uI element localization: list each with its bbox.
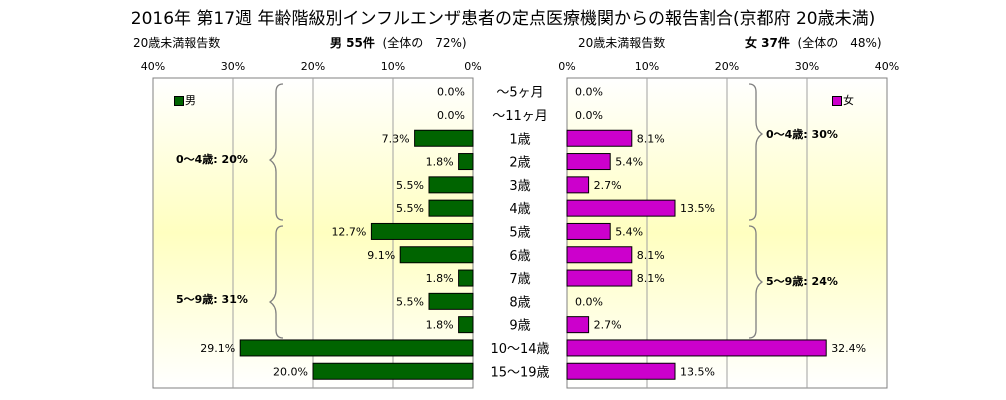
female-group-5-9: 5～9歳: 24% [766,275,838,288]
male-bar [428,292,474,310]
female-value-label: 0.0% [575,109,603,122]
male-header: 男 55件 (全体の 72%) [330,34,467,51]
age-category-label: 1歳 [509,132,530,147]
female-value-label: 5.4% [615,156,643,169]
female-legend-swatch [832,96,842,106]
male-legend-swatch [174,96,184,106]
male-value-label: 20.0% [273,365,308,378]
female-value-label: 2.7% [594,319,622,332]
female-bar [566,246,633,264]
male-bar [428,176,474,194]
male-value-label: 1.8% [426,319,454,332]
age-category-label: 2歳 [509,156,530,171]
male-value-label: 5.5% [396,202,424,215]
female-bar [566,362,676,380]
male-value-label: 29.1% [200,342,235,355]
female-tick-20: 20% [714,60,740,73]
female-tick-40: 40% [874,60,900,73]
male-tick-20: 20% [300,60,326,73]
male-value-label: 9.1% [367,249,395,262]
male-bar [458,316,474,334]
category-labels: ～5ヶ月 ～11ヶ月 1歳 2歳 3歳 4歳 5歳 6歳 7歳 8歳 9歳 10～14歳 15～19歳 [490,86,549,381]
age-category-label: 5歳 [509,225,530,240]
female-count-label: 20歳未満報告数 [578,36,666,50]
female-value-label: 32.4% [831,342,866,355]
male-header-name: 男 55件 [330,36,375,50]
male-value-label: 1.8% [426,272,454,285]
male-bar [370,222,474,240]
male-bar [414,129,474,147]
female-bar [566,316,590,334]
female-brace-5-9 [748,225,764,339]
female-group-0-4: 0～4歳: 30% [766,128,838,141]
female-legend-label: 女 [843,94,854,107]
age-category-label: 6歳 [509,249,530,264]
female-legend: 女 [832,92,854,108]
male-brace-0-4 [268,83,284,221]
male-bar [312,362,474,380]
value-labels: 0.0% 0.0% 0.0% 0.0% 7.3% 8.1% 1.8% 5.4% 5.5% 2.7%… [200,86,866,379]
female-value-label: 13.5% [680,202,715,215]
male-count-label: 20歳未満報告数 [133,36,221,50]
male-value-label: 5.5% [396,179,424,192]
male-bar [458,153,474,171]
male-group-5-9: 5～9歳: 31% [176,293,248,306]
female-value-label: 2.7% [594,179,622,192]
female-value-label: 0.0% [575,295,603,308]
male-brace-5-9 [268,225,284,339]
female-bar [566,269,633,287]
male-bar [428,199,474,217]
male-value-label: 1.8% [426,156,454,169]
male-tick-10: 10% [380,60,406,73]
male-value-label: 5.5% [396,295,424,308]
age-category-label: 3歳 [509,179,530,194]
female-tick-0: 0% [558,60,576,73]
bars [239,129,827,380]
female-header: 女 37件 (全体の 48%) [745,34,882,51]
female-value-label: 8.1% [637,132,665,145]
age-category-label: 4歳 [509,202,530,217]
male-tick-30: 30% [220,60,246,73]
male-tick-0: 0% [464,60,482,73]
female-bar [566,222,611,240]
female-bar [566,199,676,217]
male-legend-label: 男 [185,94,196,107]
age-category-label: 8歳 [509,295,530,310]
male-value-label: 0.0% [437,109,465,122]
age-category-label: ～11ヶ月 [492,109,548,124]
age-category-label: 10～14歳 [490,342,549,357]
male-bar [458,269,474,287]
male-header-note: (全体の 72%) [382,36,467,50]
male-bar [399,246,474,264]
age-category-label: 7歳 [509,272,530,287]
age-category-label: 9歳 [509,319,530,334]
female-tick-30: 30% [794,60,820,73]
male-value-label: 0.0% [437,86,465,99]
female-bar [566,129,633,147]
female-header-name: 女 37件 [745,36,790,50]
age-category-label: 15～19歳 [490,365,549,380]
chart-title: 2016年 第17週 年齢階級別インフルエンザ患者の定点医療機関からの報告割合(… [130,9,876,29]
female-header-note: (全体の 48%) [797,36,882,50]
male-value-label: 12.7% [331,225,366,238]
female-value-label: 8.1% [637,272,665,285]
female-value-label: 0.0% [575,86,603,99]
male-group-0-4: 0～4歳: 20% [176,153,248,166]
female-value-label: 13.5% [680,365,715,378]
male-value-label: 7.3% [382,132,410,145]
female-bar [566,176,590,194]
female-value-label: 5.4% [615,225,643,238]
male-bar [239,339,474,357]
male-tick-40: 40% [140,60,166,73]
age-category-label: ～5ヶ月 [496,86,543,101]
female-value-label: 8.1% [637,249,665,262]
female-brace-0-4 [748,83,764,221]
female-bar [566,153,611,171]
female-tick-10: 10% [634,60,660,73]
male-legend: 男 [174,92,196,108]
female-bar [566,339,827,357]
